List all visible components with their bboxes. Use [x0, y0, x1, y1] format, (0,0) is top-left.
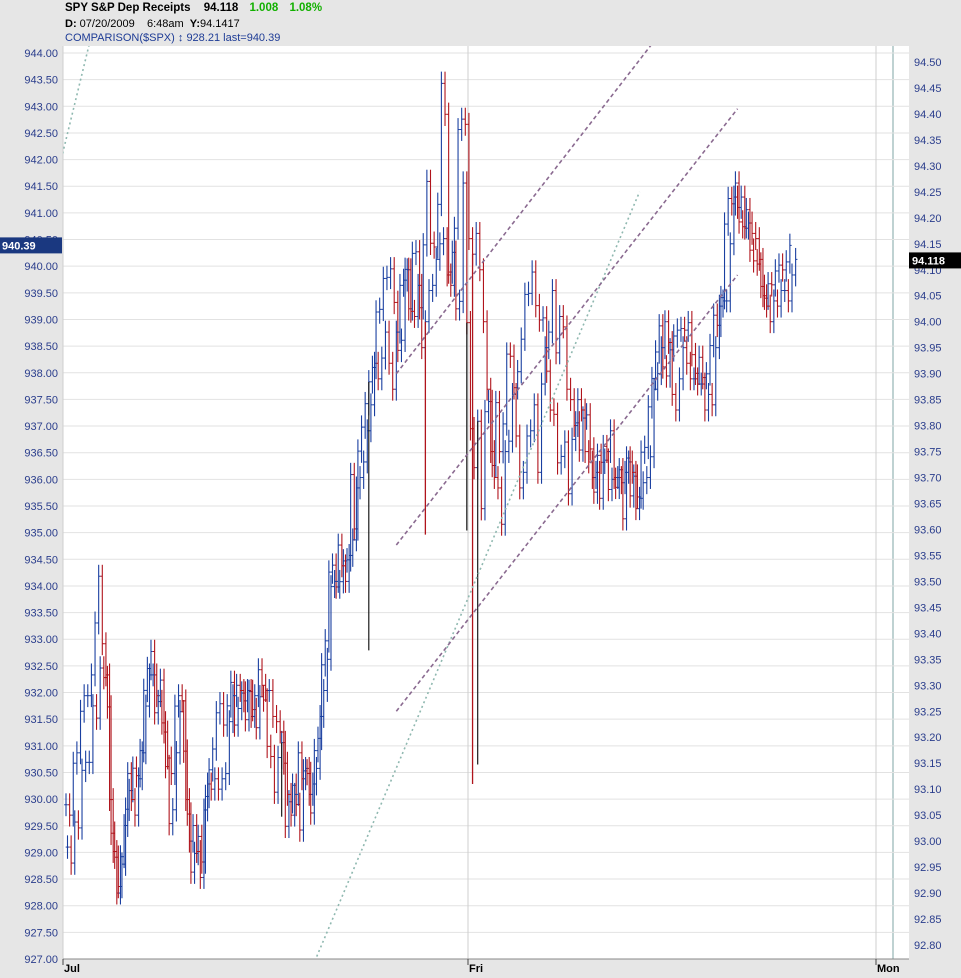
price-change: 1.008: [249, 2, 279, 14]
left-tick-label: 938.50: [24, 341, 58, 353]
right-tick-label: 92.95: [914, 862, 942, 874]
left-tick-label: 939.00: [24, 314, 58, 326]
left-tick-label: 941.00: [24, 208, 58, 220]
left-tick-label: 933.50: [24, 608, 58, 620]
right-tick-label: 93.60: [914, 524, 942, 536]
left-tick-label: 943.50: [24, 75, 58, 87]
symbol-name: SPY S&P Dep Receipts: [65, 2, 191, 14]
comparison-last: last=940.39: [223, 32, 281, 44]
cursor-time: 6:48am: [146, 18, 184, 30]
cursor-date: 07/20/2009: [79, 18, 135, 30]
x-tick-label: Fri: [469, 963, 483, 975]
left-tick-label: 944.00: [24, 48, 58, 60]
right-last-marker: [909, 252, 961, 269]
trend-line: [314, 191, 641, 959]
quote-line: SPY S&P Dep Receipts 94.118 1.008 1.08%: [65, 2, 322, 14]
right-tick-label: 94.50: [914, 57, 942, 69]
right-tick-label: 94.05: [914, 291, 942, 303]
right-tick-label: 93.35: [914, 654, 942, 666]
left-tick-label: 929.00: [24, 847, 58, 859]
right-tick-label: 93.85: [914, 395, 942, 407]
right-last-marker-text: 94.118: [912, 255, 945, 267]
right-tick-label: 94.00: [914, 317, 942, 329]
right-tick-label: 92.90: [914, 888, 942, 900]
channel-line: [395, 274, 739, 712]
right-tick-label: 94.20: [914, 213, 942, 225]
comparison-value: 928.21: [186, 32, 221, 44]
right-tick-label: 93.20: [914, 732, 942, 744]
left-tick-label: 934.50: [24, 554, 58, 566]
right-tick-label: 93.70: [914, 473, 942, 485]
trend-line: [63, 46, 90, 156]
right-tick-label: 93.40: [914, 628, 942, 640]
right-tick-label: 92.85: [914, 914, 942, 926]
cursor-info-line: D: 07/20/2009 6:48am Y:94.1417: [65, 18, 240, 30]
right-tick-label: 93.00: [914, 836, 942, 848]
left-tick-label: 943.00: [24, 101, 58, 113]
left-tick-label: 931.00: [24, 741, 58, 753]
last-price: 94.118: [203, 2, 239, 14]
right-tick-label: 93.30: [914, 680, 942, 692]
left-tick-label: 928.50: [24, 874, 58, 886]
right-tick-label: 93.45: [914, 602, 942, 614]
left-tick-label: 928.00: [24, 901, 58, 913]
left-tick-label: 932.50: [24, 661, 58, 673]
left-tick-label: 937.50: [24, 394, 58, 406]
left-tick-label: 936.50: [24, 448, 58, 460]
right-tick-label: 94.30: [914, 161, 942, 173]
left-tick-label: 942.50: [24, 128, 58, 140]
left-last-marker-text: 940.39: [2, 240, 36, 252]
right-tick-label: 93.90: [914, 369, 942, 381]
channel-line: [395, 108, 739, 546]
left-tick-label: 942.00: [24, 155, 58, 167]
price-change-pct: 1.08%: [289, 2, 323, 14]
right-tick-label: 93.65: [914, 499, 942, 511]
cursor-y-value: 94.1417: [199, 18, 240, 30]
y-label: Y:: [189, 18, 200, 30]
right-tick-label: 94.15: [914, 239, 942, 251]
left-tick-label: 930.00: [24, 794, 58, 806]
left-tick-label: 927.50: [24, 927, 58, 939]
left-tick-label: 940.00: [24, 261, 58, 273]
left-tick-label: 937.00: [24, 421, 58, 433]
right-tick-label: 93.75: [914, 447, 942, 459]
left-tick-label: 934.00: [24, 581, 58, 593]
left-tick-label: 932.00: [24, 688, 58, 700]
left-tick-label: 931.50: [24, 714, 58, 726]
right-tick-label: 93.95: [914, 343, 942, 355]
right-tick-label: 94.40: [914, 109, 942, 121]
date-label: D:: [65, 18, 77, 30]
left-tick-label: 936.00: [24, 474, 58, 486]
right-tick-label: 93.80: [914, 421, 942, 433]
channel-line: [395, 46, 652, 375]
right-tick-label: 92.80: [914, 940, 942, 952]
left-tick-label: 927.00: [24, 954, 58, 966]
right-tick-label: 93.50: [914, 576, 942, 588]
right-tick-label: 93.55: [914, 550, 942, 562]
right-tick-label: 93.05: [914, 810, 942, 822]
comparison-symbol: COMPARISON($SPX): [65, 32, 175, 44]
left-tick-label: 929.50: [24, 821, 58, 833]
left-tick-label: 935.50: [24, 501, 58, 513]
comparison-sep: ↕: [177, 32, 184, 44]
right-tick-label: 93.25: [914, 706, 942, 718]
x-tick-label: Mon: [877, 963, 900, 975]
comparison-line: COMPARISON($SPX) ↕ 928.21 last=940.39: [65, 32, 280, 44]
right-tick-label: 93.15: [914, 758, 942, 770]
left-tick-label: 930.50: [24, 767, 58, 779]
left-tick-label: 933.00: [24, 634, 58, 646]
quote-header: SPY S&P Dep Receipts 94.118 1.008 1.08% …: [0, 0, 961, 46]
left-last-marker: [0, 237, 62, 254]
right-tick-label: 93.10: [914, 784, 942, 796]
right-tick-label: 94.45: [914, 83, 942, 95]
left-tick-label: 938.00: [24, 368, 58, 380]
left-tick-label: 935.00: [24, 528, 58, 540]
x-tick-label: Jul: [64, 963, 80, 975]
left-tick-label: 939.50: [24, 288, 58, 300]
right-tick-label: 94.35: [914, 135, 942, 147]
right-tick-label: 94.25: [914, 187, 942, 199]
left-tick-label: 941.50: [24, 181, 58, 193]
